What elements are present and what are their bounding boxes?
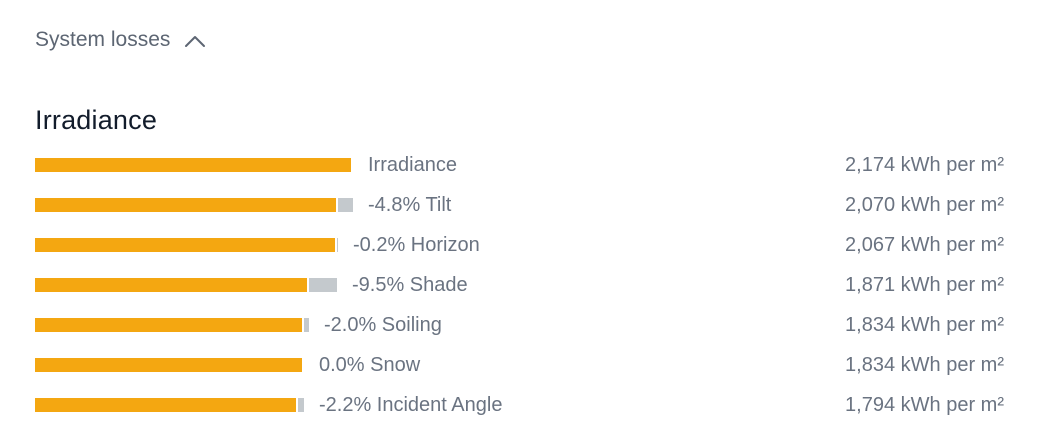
bar-value: 1,871 kWh per m² [845,273,1004,296]
bar-track [35,198,353,212]
chart-row-horizon: -0.2% Horizon 2,067 kWh per m² [35,225,1004,265]
section-header-system-losses[interactable]: System losses [35,26,206,54]
chevron-up-icon[interactable] [184,35,206,48]
chart-row-incident-angle: -2.2% Incident Angle 1,794 kWh per m² [35,385,1004,425]
section-title: System losses [35,28,171,51]
chart-row-tilt: -4.8% Tilt 2,070 kWh per m² [35,185,1004,225]
bar-loss-segment [304,318,309,332]
bar-value: 1,834 kWh per m² [845,353,1004,376]
bar-value-segment [35,358,302,372]
chart-row-soiling: -2.0% Soiling 1,834 kWh per m² [35,305,1004,345]
bar-value: 1,834 kWh per m² [845,313,1004,336]
bar-value-segment [35,198,336,212]
bar-label: -2.2% Incident Angle [319,393,503,416]
bar-loss-segment [309,278,337,292]
bar-label: -9.5% Shade [352,273,468,296]
bar-loss-segment [338,198,353,212]
bar-label: -2.0% Soiling [324,313,442,336]
chart-title: Irradiance [35,105,158,135]
bar-value-segment [35,158,351,172]
bar-track [35,318,309,332]
bar-track [35,278,337,292]
bar-track [35,398,304,412]
bar-value-segment [35,238,335,252]
bar-value: 1,794 kWh per m² [845,393,1004,416]
bar-track [35,238,338,252]
bar-track [35,158,353,172]
bar-loss-segment [298,398,304,412]
chart-row-shade: -9.5% Shade 1,871 kWh per m² [35,265,1004,305]
bar-label: -0.2% Horizon [353,233,480,256]
bar-value-segment [35,398,296,412]
bar-loss-segment [337,238,338,252]
chart-row-irradiance: Irradiance 2,174 kWh per m² [35,145,1004,185]
bar-value: 2,174 kWh per m² [845,153,1004,176]
bar-value-segment [35,278,307,292]
bar-value: 2,067 kWh per m² [845,233,1004,256]
bar-value: 2,070 kWh per m² [845,193,1004,216]
irradiance-loss-chart: Irradiance 2,174 kWh per m² -4.8% Tilt 2… [35,145,1004,425]
chart-row-snow: 0.0% Snow 1,834 kWh per m² [35,345,1004,385]
bar-label: -4.8% Tilt [368,193,452,216]
bar-label: 0.0% Snow [319,353,421,376]
bar-label: Irradiance [368,153,457,176]
bar-value-segment [35,318,302,332]
bar-track [35,358,304,372]
